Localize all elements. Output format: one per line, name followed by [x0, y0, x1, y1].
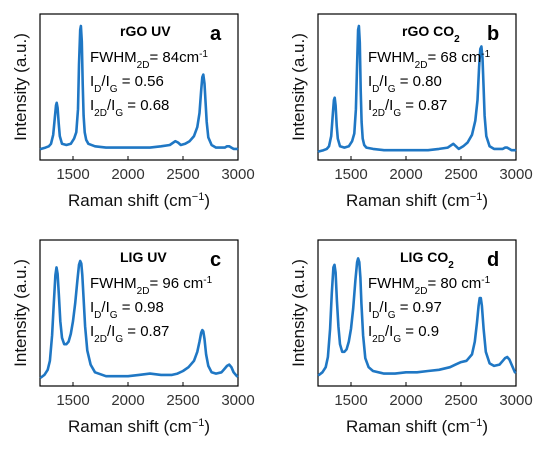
panel-letter: b — [487, 23, 499, 45]
spectrum-line — [317, 257, 517, 377]
x-tick-label: 2500 — [444, 392, 477, 409]
annotation: ID/IG = 0.80 — [368, 73, 442, 95]
x-tick-label: 1500 — [334, 166, 367, 183]
panel-letter: a — [210, 23, 222, 45]
x-axis-label: Raman shift (cm−1) — [346, 191, 488, 210]
y-axis-label: Intensity (a.u.) — [289, 259, 308, 367]
x-tick-label: 2000 — [111, 392, 144, 409]
panel-letter: d — [487, 249, 499, 271]
annotation: I2D/IG = 0.87 — [368, 97, 447, 119]
x-tick-label: 1500 — [56, 392, 89, 409]
spectrum-line — [317, 24, 517, 153]
spectrum-line — [39, 259, 239, 379]
annotation: ID/IG = 0.56 — [90, 73, 164, 95]
y-axis-label: Intensity (a.u.) — [11, 33, 30, 141]
annotation: FWHM2D= 84cm-1 — [90, 49, 208, 71]
annotation: I2D/IG = 0.9 — [368, 323, 439, 345]
panel-b: 1500 2000 2500 3000 Raman shift (cm−1) Intens… — [289, 13, 533, 210]
plot-frame — [39, 239, 239, 387]
plot-frame — [317, 239, 517, 387]
x-axis-label: Raman shift (cm−1) — [68, 417, 210, 436]
x-tick-label: 1500 — [56, 166, 89, 183]
x-axis-label: Raman shift (cm−1) — [68, 191, 210, 210]
annotation: FWHM2D= 68 cm-1 — [368, 49, 491, 71]
x-tick-label: 2000 — [389, 392, 422, 409]
plot-frame — [39, 13, 239, 161]
x-tick-label: 3000 — [499, 166, 532, 183]
annotation: FWHM2D= 96 cm-1 — [90, 275, 213, 297]
annotation: ID/IG = 0.97 — [368, 299, 442, 321]
panel-a: 1500 2000 2500 3000 Raman shift (cm−1) Intens… — [11, 13, 255, 210]
y-axis-label: Intensity (a.u.) — [289, 33, 308, 141]
annotation: ID/IG = 0.98 — [90, 299, 164, 321]
spectrum-line — [39, 24, 239, 151]
annotation: I2D/IG = 0.68 — [90, 97, 169, 119]
annotation: I2D/IG = 0.87 — [90, 323, 169, 345]
panel-title: rGO UV — [120, 23, 171, 39]
panel-title: LIG UV — [120, 249, 167, 265]
x-tick-label: 3000 — [221, 166, 254, 183]
panel-c: 1500 2000 2500 3000 Raman shift (cm−1) Intens… — [11, 239, 255, 436]
x-axis-label: Raman shift (cm−1) — [346, 417, 488, 436]
x-tick-label: 2500 — [166, 166, 199, 183]
panel-title: rGO CO2 — [402, 23, 460, 45]
x-tick-label: 3000 — [499, 392, 532, 409]
x-tick-label: 1500 — [334, 392, 367, 409]
x-tick-label: 2000 — [389, 166, 422, 183]
x-tick-label: 2500 — [166, 392, 199, 409]
plot-frame — [317, 13, 517, 161]
x-tick-label: 3000 — [221, 392, 254, 409]
annotation: FWHM2D= 80 cm-1 — [368, 275, 491, 297]
panel-d: 1500 2000 2500 3000 Raman shift (cm−1) Intens… — [289, 239, 533, 436]
panel-title: LIG CO2 — [400, 249, 454, 271]
x-tick-label: 2500 — [444, 166, 477, 183]
y-axis-label: Intensity (a.u.) — [11, 259, 30, 367]
x-tick-label: 2000 — [111, 166, 144, 183]
panel-letter: c — [210, 249, 221, 271]
